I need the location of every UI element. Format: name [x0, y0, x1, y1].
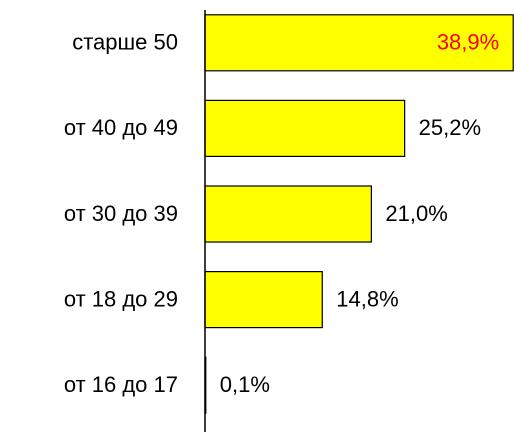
category-label: старше 50 [72, 30, 178, 55]
category-label: от 40 до 49 [64, 115, 178, 140]
category-label: от 16 до 17 [64, 372, 178, 397]
value-label: 0,1% [220, 372, 270, 397]
value-label: 21,0% [385, 201, 447, 226]
category-label: от 30 до 39 [64, 201, 178, 226]
bar [204, 185, 372, 243]
category-label: от 18 до 29 [64, 286, 178, 311]
bar [204, 271, 323, 329]
value-label: 14,8% [336, 286, 398, 311]
value-label: 25,2% [419, 115, 481, 140]
value-label: 38,9% [437, 30, 499, 55]
bar [204, 14, 514, 72]
bar [204, 99, 406, 158]
